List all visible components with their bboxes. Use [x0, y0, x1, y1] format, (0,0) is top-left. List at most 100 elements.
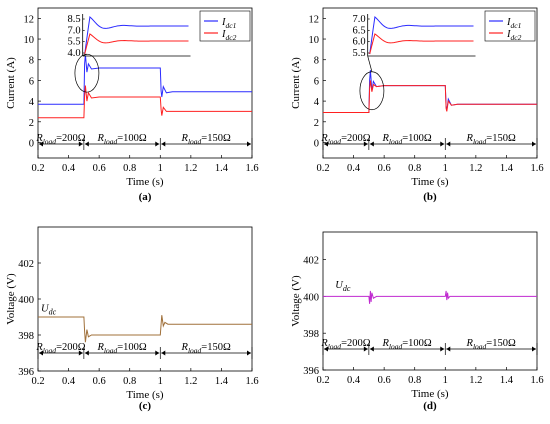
x-tick-label: 1.4	[215, 163, 229, 174]
y-tick-label: 402	[303, 256, 319, 267]
segment-label-1: Rload=100Ω	[96, 342, 146, 355]
arrow-head-right	[363, 141, 368, 147]
y-tick-label: 402	[18, 259, 34, 270]
load-segments: Rload=200Ω Rload=100Ω Rload=150Ω	[35, 342, 253, 359]
segment-label-value: =150Ω	[486, 338, 516, 349]
zoom-connector	[367, 55, 373, 72]
x-axis-label: Time (s)	[411, 388, 449, 400]
load-segments: Rload=200Ω Rload=100Ω Rload=150Ω	[320, 338, 538, 355]
udc-symbol: U	[41, 304, 50, 315]
x-tick-label: 0.6	[93, 163, 106, 174]
y-tick-label: 396	[303, 366, 319, 377]
x-tick-label: 1.2	[469, 375, 482, 386]
arrow-head-left	[84, 141, 89, 147]
arrow-head-right	[155, 350, 160, 356]
x-tick-label: 1.4	[500, 375, 514, 386]
udc-annotation: Udc	[41, 304, 57, 317]
arrow-head-left	[446, 346, 451, 352]
x-axis-label: Time (s)	[411, 176, 449, 188]
segment-label-r: R	[466, 338, 474, 349]
legend-subscript: dc1	[226, 21, 237, 30]
segment-label-1: Rload=100Ω	[381, 133, 431, 146]
zoom-inset: 8.57.05.54.0	[68, 14, 191, 93]
load-segments: Rload=200Ω Rload=100Ω Rload=150Ω	[320, 133, 538, 150]
legend-symbol: I	[221, 17, 226, 28]
segment-label-r: R	[320, 338, 328, 349]
arrow-head-left	[161, 141, 166, 147]
panel-caption: (c)	[139, 400, 152, 412]
y-axis-label: Voltage (V)	[290, 275, 302, 327]
arrow-head-right	[440, 346, 445, 352]
x-tick-label: 0.8	[123, 376, 136, 387]
series-line-udc	[38, 315, 252, 343]
inset-background	[81, 14, 191, 56]
panel-caption: (b)	[423, 191, 437, 203]
zoom-connector	[82, 53, 88, 57]
x-tick-label: 0.6	[378, 163, 391, 174]
legend-subscript: dc2	[511, 33, 522, 42]
panel-caption: (a)	[139, 191, 152, 203]
segment-label-subscript: load	[188, 346, 202, 355]
inset-y-tick-label: 6.5	[353, 25, 366, 36]
y-tick-label: 6	[314, 76, 319, 87]
arrow-head-left	[84, 350, 89, 356]
series-line-idc1	[38, 54, 252, 105]
segment-label-0: Rload=200Ω	[35, 342, 85, 355]
y-tick-label: 8	[29, 56, 34, 67]
x-tick-label: 1.2	[469, 163, 482, 174]
arrow-head-right	[78, 141, 83, 147]
segment-label-2: Rload=150Ω	[181, 342, 231, 355]
arrow-head-left	[39, 141, 43, 147]
inset-y-tick-label: 4.0	[68, 48, 81, 59]
x-tick-label: 1.4	[215, 376, 229, 387]
segment-label-r: R	[181, 342, 189, 353]
x-tick-label: 0.2	[316, 163, 329, 174]
plot-frame	[322, 231, 538, 371]
udc-annotation: Udc	[335, 280, 351, 293]
chart-panel-d: 0.2 0.4 0.6 0.8 1 1.2 1.4 1.6 396 398 400 402 Time (…	[290, 231, 544, 412]
chart-panel-a: 0.2 0.4 0.6 0.8 1 1.2 1.4 1.6 0 2 4 6 8 10 12 Time (s) C…	[5, 7, 259, 203]
arrow-head-left	[369, 346, 374, 352]
inset-y-tick-label: 5.5	[68, 37, 81, 48]
y-tick-label: 10	[24, 35, 35, 46]
y-tick-label: 6	[29, 76, 34, 87]
segment-label-value: =100Ω	[117, 133, 147, 144]
segment-label-2: Rload=150Ω	[181, 133, 231, 146]
segment-label-r: R	[181, 133, 189, 144]
segment-label-subscript: load	[188, 137, 202, 146]
legend-entry-0: Idc1	[506, 17, 521, 30]
legend-subscript: dc2	[226, 33, 237, 42]
series-line-idc2	[38, 85, 252, 119]
segment-label-value: =200Ω	[56, 342, 86, 353]
legend-symbol: I	[506, 29, 511, 40]
segment-label-value: =150Ω	[201, 342, 231, 353]
legend-box	[484, 10, 536, 42]
arrow-head-right	[532, 346, 536, 352]
x-tick-label: 0.6	[93, 376, 106, 387]
y-tick-label: 400	[18, 295, 34, 306]
x-tick-label: 1.6	[245, 163, 258, 174]
x-tick-label: 0.8	[123, 163, 136, 174]
segment-label-value: =100Ω	[117, 342, 147, 353]
arrow-head-right	[440, 141, 445, 147]
udc-symbol: U	[335, 280, 344, 291]
x-tick-label: 0.8	[408, 375, 421, 386]
segment-label-0: Rload=200Ω	[320, 133, 370, 146]
x-tick-label: 1	[158, 163, 163, 174]
x-tick-label: 1.4	[500, 163, 514, 174]
segment-label-subscript: load	[43, 346, 57, 355]
zoom-highlight-circle	[74, 53, 100, 93]
legend-symbol: I	[506, 17, 511, 28]
segment-label-subscript: load	[104, 346, 118, 355]
inset-curve-0	[84, 16, 189, 55]
inset-y-tick-label: 8.5	[68, 14, 81, 25]
udc-subscript: dc	[343, 284, 351, 293]
legend-entry-0: Idc1	[221, 17, 236, 30]
segment-label-value: =100Ω	[402, 133, 432, 144]
segment-label-r: R	[35, 342, 43, 353]
arrow-head-right	[532, 141, 536, 147]
x-tick-label: 1.6	[245, 376, 258, 387]
inset-curve-1	[84, 33, 189, 55]
x-tick-label: 1.6	[530, 375, 543, 386]
x-tick-label: 0.4	[347, 163, 361, 174]
